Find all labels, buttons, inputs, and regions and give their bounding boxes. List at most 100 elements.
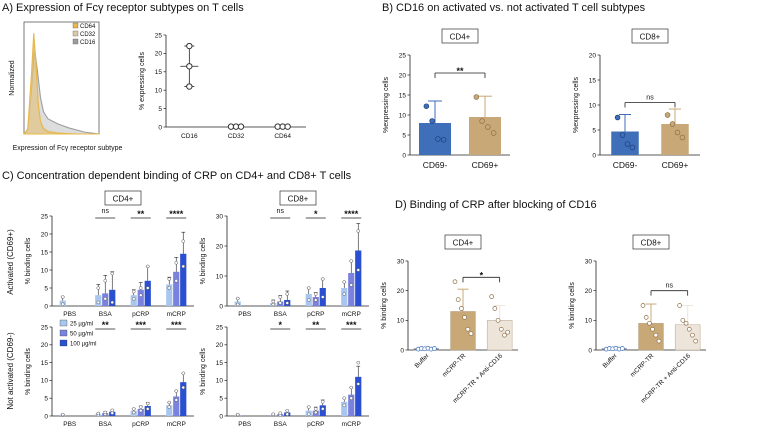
point-D_CD4 xyxy=(465,326,471,332)
xtick-label-D_CD4: mCRP-TR xyxy=(441,352,467,378)
chart-A2-ytick-label: 15 xyxy=(155,69,163,76)
chart-D_CD4-ytick-label: 30 xyxy=(397,258,405,265)
point-C_act_CD8 xyxy=(321,295,325,299)
point-D_CD4 xyxy=(462,315,467,320)
point-D_CD8 xyxy=(690,332,695,338)
point-B_CD8 xyxy=(679,134,686,141)
chart-C_nonact_CD8-ytick-label: 15 xyxy=(216,360,224,367)
point-C_act_CD8 xyxy=(356,268,360,272)
chart-D_CD4-ylabel: % binding cells xyxy=(381,282,388,329)
point-C_nonact_CD8 xyxy=(285,412,289,416)
point-C_act_CD8 xyxy=(307,298,311,302)
chart-C_act_CD4-box xyxy=(104,190,142,206)
point-C_act_CD8 xyxy=(321,277,325,281)
point-B_CD8 xyxy=(619,132,626,138)
chart-C_act_CD8: CD8+ 0 10 20 30 % binding cells PBS BSA pCRP mCRP… xyxy=(200,190,369,318)
point-C_act_CD8 xyxy=(271,299,275,304)
chart-B_CD4-ytick-label: 5 xyxy=(402,132,406,139)
chart-C_act_CD8-ylabel: % binding cells xyxy=(200,237,207,284)
point-C_nonact_CD4 xyxy=(61,412,65,417)
point-D_CD8 xyxy=(677,303,683,308)
point-C_act_CD8 xyxy=(349,283,353,287)
point-D_CD8 xyxy=(653,332,659,338)
point-C_nonact_CD4 xyxy=(132,407,136,411)
chart-D_CD8-ytick-label: 30 xyxy=(585,258,593,265)
point-A2 xyxy=(186,42,193,50)
bar-C_act_CD4-pCRP-1 xyxy=(137,289,144,306)
chart-C_act_CD8-box xyxy=(279,190,317,206)
point-C_act_CD4 xyxy=(146,286,150,290)
point-C_act_CD4 xyxy=(139,293,143,297)
bar-C_act_CD8-mCRP-1 xyxy=(348,273,355,306)
xtick-label-C_act_CD8: mCRP xyxy=(342,311,361,318)
xtick-label-A2: CD32 xyxy=(228,133,245,140)
xtick-label-C_act_CD8: PBS xyxy=(238,311,252,318)
point-B_CD4 xyxy=(479,118,485,124)
point-C_nonact_CD8 xyxy=(314,407,318,411)
point-C_nonact_CD4 xyxy=(110,411,114,415)
chart-A2-ytick-label: 20 xyxy=(155,51,163,58)
chart-A2-ytick-label: 5 xyxy=(158,106,162,113)
histogram-xlabel: Expression of Fcγ receptor subtype xyxy=(13,145,123,152)
point-B_CD4 xyxy=(429,118,435,124)
point-C_act_CD8 xyxy=(285,301,289,305)
panel-title-a: A) Expression of Fcγ receptor subtypes o… xyxy=(2,2,244,14)
xtick-label-C_nonact_CD8: PBS xyxy=(238,421,252,428)
point-C_nonact_CD4 xyxy=(181,385,185,390)
point-B_CD4 xyxy=(435,136,441,142)
bar-C_act_CD4-BSA-2 xyxy=(109,289,116,306)
legend-label-2: 100 µg/ml xyxy=(70,342,96,348)
xtick-label-B_CD4: CD69- xyxy=(423,160,448,170)
point-D_CD8 xyxy=(640,303,646,308)
point-C_act_CD8 xyxy=(342,292,346,296)
point-B_CD4 xyxy=(485,124,491,130)
chart-D_CD8-ylabel: % binding cells xyxy=(569,282,576,329)
xtick-label-C_act_CD8: BSA xyxy=(274,311,288,318)
chart-B_CD4-ylabel: %expressing cells xyxy=(383,76,390,133)
chart-C_nonact_CD4-ytick-label: 0 xyxy=(44,413,48,420)
point-C_nonact_CD8 xyxy=(278,411,282,415)
chart-C_nonact_CD8-significance-label: *** xyxy=(346,320,357,330)
chart-B_CD8-box xyxy=(631,28,669,44)
point-C_nonact_CD8 xyxy=(342,396,346,400)
point-D_CD4 xyxy=(431,346,437,351)
point-C_nonact_CD4 xyxy=(146,407,150,411)
point-B_CD8 xyxy=(629,144,636,151)
point-C_act_CD4 xyxy=(132,297,136,301)
point-C_act_CD8 xyxy=(278,301,282,305)
chart-C_nonact_CD4-significance-label: ** xyxy=(102,320,110,330)
legend-swatch-cd32 xyxy=(72,30,79,37)
xtick-label-C_nonact_CD8: mCRP xyxy=(342,421,361,428)
bar-C_act_CD4-BSA-0 xyxy=(95,295,102,306)
chart-C_act_CD8-significance-label: ns xyxy=(277,208,285,215)
point-D_CD8 xyxy=(650,326,655,332)
point-D_CD8 xyxy=(643,315,649,320)
xtick-label-B_CD8: CD69- xyxy=(613,160,638,170)
chart-C_act_CD4-significance-label: ** xyxy=(137,209,145,219)
chart-C_act_CD4-significance-label: ns xyxy=(102,208,110,215)
point-D_CD4 xyxy=(492,306,498,311)
histogram-curve-cd64 xyxy=(22,33,99,135)
point-C_nonact_CD8 xyxy=(349,396,353,400)
chart-B_CD4-box xyxy=(441,28,479,44)
xtick-label-C_nonact_CD4: BSA xyxy=(99,421,113,428)
point-C_nonact_CD4 xyxy=(174,398,178,402)
point-C_nonact_CD8 xyxy=(349,385,353,390)
chart-C_nonact_CD4-ytick-label: 25 xyxy=(41,324,49,331)
chart-C_act_CD8-ytick-label: 10 xyxy=(216,273,224,280)
point-C_act_CD4 xyxy=(174,261,178,265)
point-C_nonact_CD8 xyxy=(321,407,325,411)
point-C_nonact_CD8 xyxy=(342,403,346,408)
bar-C_act_CD4-mCRP-2 xyxy=(180,253,187,306)
chart-C_act_CD8-box-label: CD8+ xyxy=(288,195,309,204)
legend-label-cd32: CD32 xyxy=(80,32,96,38)
chart-C_nonact_CD4-ytick-label: 15 xyxy=(41,360,49,367)
point-B_CD8 xyxy=(664,112,671,118)
legend-swatch-1 xyxy=(59,329,68,337)
point-B_CD8 xyxy=(669,121,676,127)
chart-C_act_CD8-significance-label: **** xyxy=(344,209,359,219)
point-B_CD4 xyxy=(490,130,497,136)
point-C_act_CD4 xyxy=(181,264,185,269)
chart-B_CD4-significance-label: ** xyxy=(456,66,464,76)
